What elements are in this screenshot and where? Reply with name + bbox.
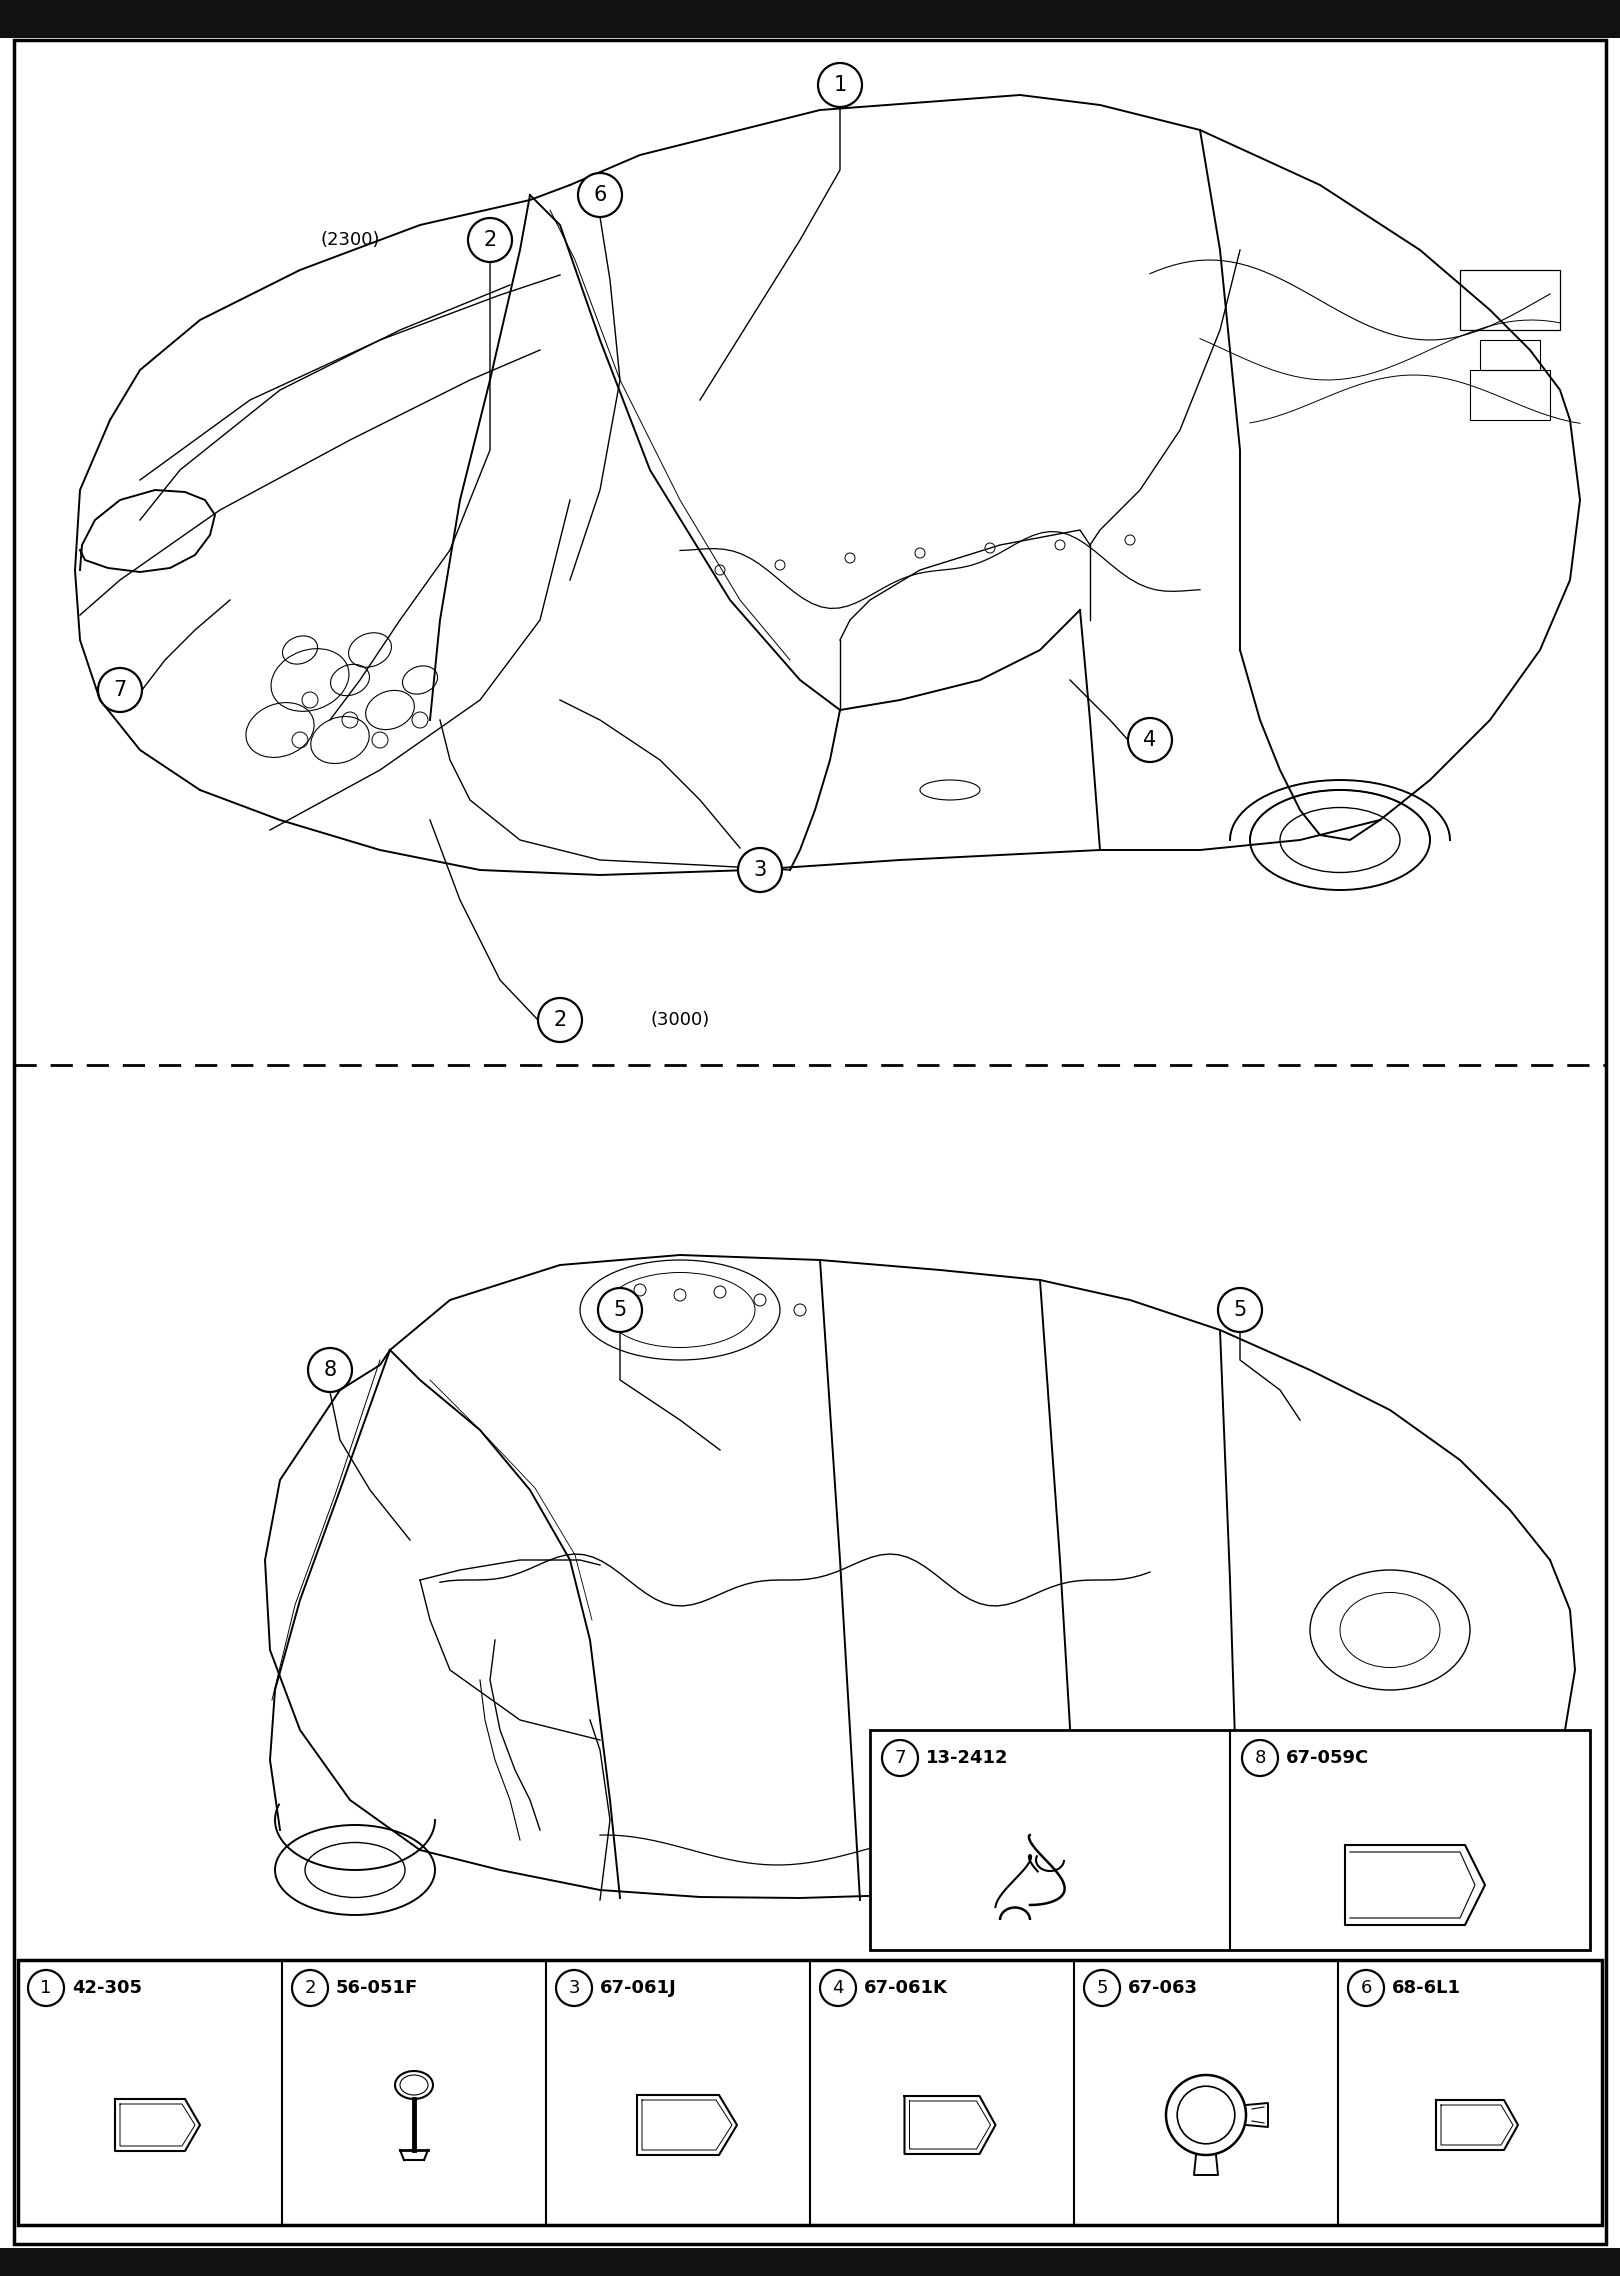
- Text: 3: 3: [569, 1980, 580, 1996]
- Text: 3: 3: [753, 860, 766, 881]
- Bar: [1469, 371, 1550, 421]
- Text: 1: 1: [833, 75, 847, 96]
- Text: 2: 2: [305, 1980, 316, 1996]
- Text: 67-063: 67-063: [1128, 1980, 1199, 1996]
- Circle shape: [1128, 717, 1171, 762]
- Text: 67-059C: 67-059C: [1286, 1748, 1369, 1766]
- Bar: [18, 1960, 1602, 2226]
- Text: 68-6L1: 68-6L1: [1392, 1980, 1461, 1996]
- Text: 67-061K: 67-061K: [863, 1980, 948, 1996]
- Text: (2300): (2300): [321, 230, 381, 248]
- Circle shape: [1218, 1288, 1262, 1331]
- Bar: [0, 0, 1620, 39]
- Circle shape: [881, 1739, 919, 1775]
- Circle shape: [1348, 1971, 1383, 2005]
- Text: 13-2412: 13-2412: [927, 1748, 1009, 1766]
- Text: 6: 6: [1361, 1980, 1372, 1996]
- Text: 4: 4: [1144, 731, 1157, 751]
- Text: 42-305: 42-305: [71, 1980, 143, 1996]
- Circle shape: [468, 218, 512, 262]
- Bar: [1481, 339, 1541, 371]
- Circle shape: [598, 1288, 642, 1331]
- Text: (3000): (3000): [650, 1011, 710, 1029]
- Circle shape: [292, 1971, 327, 2005]
- Circle shape: [28, 1971, 65, 2005]
- Text: 5: 5: [1233, 1300, 1247, 1320]
- Bar: [0, 2249, 1620, 2276]
- Circle shape: [739, 849, 782, 892]
- Text: 6: 6: [593, 184, 606, 205]
- Circle shape: [578, 173, 622, 216]
- Circle shape: [820, 1971, 855, 2005]
- Bar: [870, 1730, 1589, 1951]
- Text: 5: 5: [1097, 1980, 1108, 1996]
- Text: 5: 5: [614, 1300, 627, 1320]
- Text: 8: 8: [324, 1361, 337, 1379]
- Text: 67-061J: 67-061J: [599, 1980, 677, 1996]
- Text: 4: 4: [833, 1980, 844, 1996]
- Circle shape: [1084, 1971, 1119, 2005]
- Circle shape: [556, 1971, 591, 2005]
- Text: 1: 1: [40, 1980, 52, 1996]
- Text: 7: 7: [894, 1748, 906, 1766]
- Circle shape: [818, 64, 862, 107]
- Text: 2: 2: [554, 1011, 567, 1031]
- Circle shape: [308, 1347, 352, 1393]
- Circle shape: [97, 667, 143, 712]
- Text: 2: 2: [483, 230, 497, 250]
- Text: 56-051F: 56-051F: [335, 1980, 418, 1996]
- Text: 8: 8: [1254, 1748, 1265, 1766]
- Text: 7: 7: [113, 681, 126, 701]
- Circle shape: [538, 997, 582, 1042]
- Bar: [1460, 271, 1560, 330]
- Circle shape: [1243, 1739, 1278, 1775]
